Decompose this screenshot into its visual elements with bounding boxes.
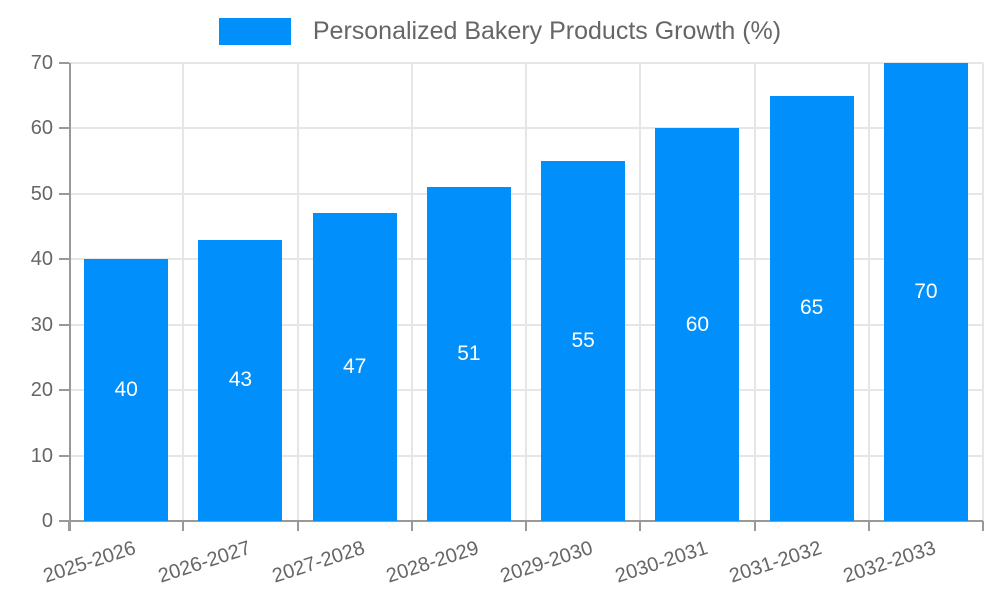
- y-tick: [59, 127, 69, 130]
- y-tick-label: 10: [30, 444, 53, 467]
- x-axis-line: [59, 520, 983, 522]
- y-tick-label: 70: [30, 52, 53, 74]
- bar-value-label: 55: [571, 329, 595, 353]
- legend-swatch: [218, 17, 291, 45]
- x-tick: [525, 521, 527, 531]
- bar[interactable]: [883, 63, 968, 521]
- y-tick: [59, 389, 69, 392]
- y-axis-line: [69, 63, 71, 531]
- bar[interactable]: [198, 239, 283, 521]
- y-tick-label: 60: [30, 117, 53, 140]
- bar-value-label: 40: [114, 378, 138, 402]
- bar[interactable]: [426, 187, 511, 521]
- v-gridline: [410, 63, 413, 521]
- x-tick-label: 2030-2031: [612, 537, 711, 588]
- v-gridline: [639, 63, 642, 521]
- y-tick: [59, 323, 69, 326]
- y-tick: [59, 258, 69, 261]
- y-tick-label: 0: [41, 510, 53, 532]
- x-tick-label: 2025-2026: [41, 537, 139, 588]
- x-tick-label: 2032-2033: [840, 537, 939, 588]
- bar[interactable]: [84, 259, 169, 521]
- x-tick: [867, 521, 870, 531]
- y-tick: [59, 62, 69, 64]
- x-tick-label: 2027-2028: [269, 537, 368, 588]
- y-tick-label: 50: [30, 182, 53, 205]
- bar-value-label: 60: [685, 312, 710, 336]
- v-gridline: [182, 63, 185, 521]
- bar-value-label: 43: [228, 368, 253, 392]
- v-gridline: [296, 63, 299, 521]
- y-tick-label: 40: [30, 248, 53, 271]
- x-tick: [182, 521, 185, 531]
- bar[interactable]: [769, 95, 854, 521]
- x-tick-label: 2026-2027: [155, 537, 254, 588]
- bar-value-label: 70: [914, 280, 938, 303]
- bar[interactable]: [312, 213, 397, 521]
- x-tick: [410, 521, 413, 531]
- bar-value-label: 51: [457, 342, 481, 366]
- x-tick: [753, 521, 756, 531]
- legend-label: Personalized Bakery Products Growth (%): [312, 16, 782, 45]
- legend-item[interactable]: Personalized Bakery Products Growth (%): [0, 14, 1000, 48]
- x-tick: [639, 521, 642, 531]
- v-gridline: [753, 63, 756, 521]
- v-gridline: [867, 63, 870, 521]
- x-tick-label: 2031-2032: [726, 537, 825, 588]
- y-tick-label: 30: [30, 313, 53, 336]
- y-tick: [59, 192, 69, 195]
- v-gridline: [525, 63, 527, 521]
- bar-value-label: 47: [342, 355, 367, 379]
- bar-value-label: 65: [799, 296, 824, 320]
- bar[interactable]: [541, 161, 626, 521]
- x-tick-label: 2028-2029: [383, 537, 482, 588]
- y-tick-label: 20: [30, 379, 53, 402]
- v-gridline: [982, 63, 984, 521]
- x-tick: [296, 521, 299, 531]
- x-tick: [982, 521, 984, 531]
- bar[interactable]: [655, 128, 740, 521]
- x-tick-label: 2029-2030: [498, 537, 596, 588]
- y-tick: [59, 454, 69, 457]
